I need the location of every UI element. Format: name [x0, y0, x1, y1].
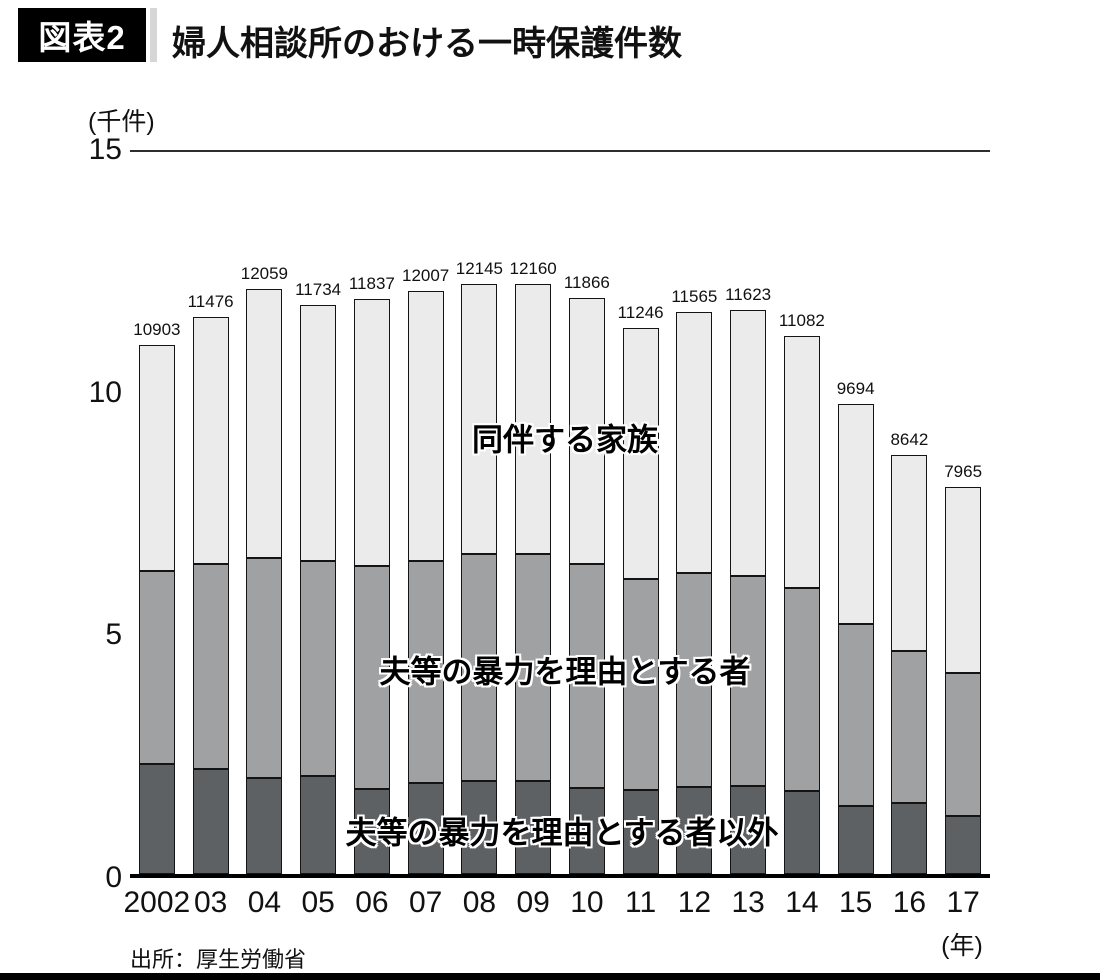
- bar-segment: [891, 454, 928, 651]
- bar-segment: [515, 283, 552, 555]
- bar-segment: [945, 815, 982, 874]
- bar-total-label: 12160: [509, 258, 557, 278]
- bottom-rule: [0, 973, 1100, 980]
- figure-number-badge: 図表2: [18, 8, 146, 62]
- bar-total-label: 11837: [348, 274, 395, 294]
- x-axis-label: 07: [408, 886, 443, 919]
- series-label-accompanying-family: 同伴する家族: [472, 422, 658, 458]
- bar-segment: [730, 576, 767, 787]
- bar-segment: [891, 803, 928, 874]
- bar-segment: [138, 763, 175, 874]
- bar-total-label: 9694: [836, 378, 875, 398]
- bar-segment: [783, 791, 820, 874]
- bar-segment: [891, 650, 928, 804]
- bar-total-label: 12145: [455, 259, 504, 279]
- bar-segment: [730, 786, 767, 874]
- bar-segment: [407, 560, 444, 784]
- x-axis-label: 06: [355, 886, 389, 919]
- bar-segment: [300, 775, 337, 874]
- bar-segment: [837, 806, 874, 874]
- source-note: 出所：厚生労働省: [130, 947, 307, 972]
- y-axis-label: 0: [105, 861, 122, 894]
- bar-segment: [461, 554, 498, 781]
- bar-segment: [568, 788, 605, 874]
- bar-segment: [138, 345, 175, 572]
- bar-segment: [676, 787, 713, 874]
- bar-segment: [407, 291, 444, 561]
- bar-segment: [730, 310, 767, 577]
- y-axis-label: 5: [105, 618, 122, 652]
- x-axis-label: 14: [785, 886, 819, 919]
- bar-segment: [461, 780, 498, 874]
- bar-total-label: 8642: [890, 429, 929, 449]
- bar-segment: [676, 312, 713, 574]
- bar-segment: [192, 563, 229, 770]
- bar-segment: [783, 588, 820, 792]
- bar-segment: [783, 336, 820, 589]
- bar-total-label: 10903: [133, 320, 181, 339]
- x-axis-label: 15: [838, 886, 873, 919]
- bar-total-label: 12059: [240, 263, 289, 283]
- bar-segment: [407, 783, 444, 874]
- bar-segment: [246, 558, 283, 778]
- bar-segment: [246, 777, 283, 874]
- bar-segment: [353, 299, 390, 566]
- badge-divider: [150, 8, 157, 62]
- bar-segment: [192, 769, 229, 874]
- chart-title: 婦人相談所のおける一時保護件数: [172, 25, 682, 63]
- bar-total-label: 7965: [944, 462, 983, 482]
- bar-segment: [246, 288, 283, 559]
- series-label-spousal-violence: 夫等の暴力を理由とする者: [379, 654, 751, 690]
- x-axis-label: 04: [247, 886, 282, 919]
- x-axis-label: 03: [193, 886, 228, 919]
- bar-total-label: 11565: [671, 287, 718, 307]
- bar-total-label: 11476: [187, 291, 234, 311]
- x-axis: 2002 03 04 05 06 07 08 09 10 11 12 13 14 15 16 17: [124, 886, 990, 926]
- series-label-other-reasons: 夫等の暴力を理由とする者以外: [345, 815, 779, 851]
- bar-segment: [515, 780, 552, 874]
- bar-segment: [568, 297, 605, 564]
- x-axis-label: 16: [892, 886, 927, 919]
- bar-segment: [622, 578, 659, 791]
- bar-segment: [945, 673, 982, 816]
- x-axis-label: 11: [625, 886, 657, 919]
- bar-segment: [515, 554, 552, 781]
- bar-segment: [622, 328, 659, 579]
- x-axis-unit-label: (年): [941, 932, 983, 960]
- bar-total-label: 11246: [617, 303, 664, 322]
- bar-segment: [676, 573, 713, 788]
- bar-segment: [461, 284, 498, 555]
- bar-segment: [837, 624, 874, 807]
- bar-segment: [353, 789, 390, 874]
- x-axis-label: 09: [516, 886, 550, 919]
- x-axis-label: 05: [301, 886, 335, 919]
- plot-area: 10903 11476 12059 11734 11837 12007 12145 12160…: [130, 150, 990, 878]
- bar-segment: [300, 560, 337, 776]
- y-axis: 0 5 10 15: [0, 133, 122, 894]
- y-axis-label: 10: [88, 375, 122, 409]
- bar-segment: [353, 565, 390, 790]
- bar-total-label: 11734: [295, 279, 342, 299]
- x-axis-label: 08: [462, 886, 497, 919]
- bar-segment: [837, 403, 874, 625]
- bar-segment: [300, 304, 337, 561]
- x-axis-label: 12: [677, 886, 712, 919]
- bar-total-label: 12007: [401, 266, 450, 286]
- bar-segment: [945, 487, 982, 674]
- bar-segment: [568, 563, 605, 789]
- x-axis-label: 10: [570, 886, 604, 919]
- bar-total-label: 11623: [725, 285, 772, 305]
- bar-total-label: 11866: [563, 272, 610, 292]
- bar-segment: [138, 571, 175, 764]
- bar-segment: [622, 790, 659, 874]
- x-axis-label: 13: [731, 886, 765, 919]
- bar-segment: [192, 316, 229, 564]
- x-axis-label: 17: [946, 886, 980, 919]
- y-axis-unit-label: (千件): [88, 108, 155, 136]
- y-axis-label: 15: [88, 133, 122, 166]
- x-axis-label: 2002: [123, 886, 191, 919]
- bar-total-label: 11082: [778, 311, 825, 331]
